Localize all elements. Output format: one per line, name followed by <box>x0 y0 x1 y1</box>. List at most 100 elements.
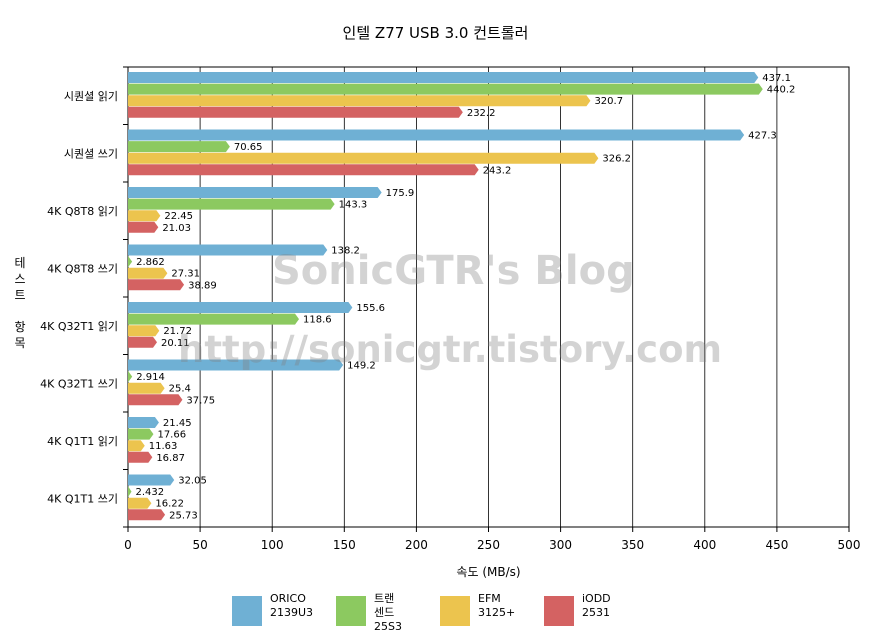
legend-swatch-orico <box>232 596 262 626</box>
x-tick-label: 100 <box>261 538 284 552</box>
bar <box>128 141 230 153</box>
bar <box>128 256 133 268</box>
bar <box>128 72 759 83</box>
x-tick-label: 400 <box>693 538 716 552</box>
bar-data-label: 320.7 <box>594 96 623 107</box>
y-tick-label: 4K Q8T8 쓰기 <box>47 262 118 275</box>
legend-label-orico: ORICO 2139U3 <box>270 592 314 619</box>
bar-data-label: 38.89 <box>188 280 217 291</box>
bar <box>128 129 745 141</box>
bar-data-label: 232.2 <box>467 108 496 119</box>
bar-data-label: 25.4 <box>169 384 191 395</box>
bar-data-label: 37.75 <box>186 395 215 406</box>
bar <box>128 382 165 394</box>
bar <box>128 509 166 521</box>
y-axis-label-char: 테 <box>14 256 26 270</box>
bar-data-label: 21.45 <box>163 418 192 429</box>
legend-label-transcend: 트랜센드 25S3 <box>374 592 402 633</box>
bar <box>128 417 159 428</box>
bar <box>128 83 763 95</box>
bar <box>128 164 479 176</box>
bar <box>128 336 157 348</box>
bar <box>128 267 168 279</box>
bar-data-label: 440.2 <box>767 85 796 96</box>
bar <box>128 440 145 452</box>
chart-title: 인텔 Z77 USB 3.0 컨트롤러 <box>342 24 529 42</box>
x-tick-label: 300 <box>549 538 572 552</box>
bar <box>128 359 344 371</box>
bar <box>128 451 153 463</box>
bar-data-label: 138.2 <box>331 246 360 257</box>
bar <box>128 428 154 440</box>
bar <box>128 152 599 164</box>
y-tick-label: 시퀀셜 쓰기 <box>64 147 118 160</box>
bar-data-label: 21.72 <box>163 326 192 337</box>
legend-swatch-efm <box>440 596 470 626</box>
bar-data-label: 155.6 <box>356 303 385 314</box>
bar-data-label: 17.66 <box>157 430 186 441</box>
bar <box>128 302 353 313</box>
bar <box>128 371 133 383</box>
bar-data-label: 326.2 <box>602 154 631 165</box>
x-tick-label: 450 <box>765 538 788 552</box>
bar <box>128 474 175 486</box>
bar <box>128 279 185 291</box>
y-axis-label-char: 항 <box>14 320 26 334</box>
y-tick-label: 4K Q32T1 읽기 <box>40 320 118 333</box>
bar-data-label: 11.63 <box>149 441 178 452</box>
bar <box>128 325 160 337</box>
bar <box>128 106 463 118</box>
x-tick-label: 250 <box>477 538 500 552</box>
legend-swatch-transcend <box>336 596 366 626</box>
x-tick-label: 500 <box>838 538 861 552</box>
bar <box>128 244 328 256</box>
bar-data-label: 149.2 <box>347 361 376 372</box>
y-axis-label-char: 목 <box>14 336 26 350</box>
bar <box>128 313 300 325</box>
bar <box>128 210 161 222</box>
x-axis-label: 속도 (MB/s) <box>456 565 521 579</box>
y-axis-label-char <box>10 303 30 319</box>
bar-data-label: 243.2 <box>483 165 512 176</box>
bar-data-label: 437.1 <box>762 73 791 84</box>
bar <box>128 394 183 406</box>
y-tick-label: 4K Q8T8 읽기 <box>47 205 118 218</box>
bar-data-label: 25.73 <box>169 510 198 521</box>
bar <box>128 486 132 498</box>
y-axis-label-char: 트 <box>14 288 26 302</box>
bar-data-label: 22.45 <box>164 211 193 222</box>
y-tick-label: 시퀀셜 읽기 <box>64 90 118 103</box>
bar-data-label: 16.22 <box>155 499 184 510</box>
x-tick-label: 350 <box>621 538 644 552</box>
x-tick-label: 50 <box>192 538 207 552</box>
x-tick-label: 0 <box>124 538 132 552</box>
y-tick-label: 4K Q1T1 읽기 <box>47 435 118 448</box>
x-tick-label: 200 <box>405 538 428 552</box>
bar-data-label: 175.9 <box>386 188 415 199</box>
bar-data-label: 21.03 <box>162 223 191 234</box>
bar-data-label: 32.05 <box>178 476 207 487</box>
y-tick-label: 4K Q32T1 쓰기 <box>40 377 118 390</box>
legend-swatch-iodd <box>544 596 574 626</box>
legend-label-efm: EFM 3125+ <box>478 592 516 619</box>
bar-data-label: 2.432 <box>136 487 165 498</box>
bar <box>128 95 591 107</box>
y-axis-label-char: 스 <box>14 272 26 286</box>
bar <box>128 221 159 233</box>
legend: ORICO 2139U3 트랜센드 25S3 EFM 3125+ iODD 25… <box>232 590 632 633</box>
bar-data-label: 27.31 <box>171 269 200 280</box>
bar-data-label: 16.87 <box>156 453 185 464</box>
bar-data-label: 20.11 <box>161 338 190 349</box>
legend-label-iodd: iODD 2531 <box>582 592 611 619</box>
bar <box>128 187 382 198</box>
bar-data-label: 118.6 <box>303 315 332 326</box>
bar <box>128 497 152 509</box>
x-tick-label: 150 <box>333 538 356 552</box>
y-tick-label: 4K Q1T1 쓰기 <box>47 492 118 505</box>
bar-data-label: 2.914 <box>136 372 165 383</box>
bar-data-label: 2.862 <box>136 257 165 268</box>
bar-data-label: 143.3 <box>339 200 368 211</box>
bar-data-label: 70.65 <box>234 142 263 153</box>
